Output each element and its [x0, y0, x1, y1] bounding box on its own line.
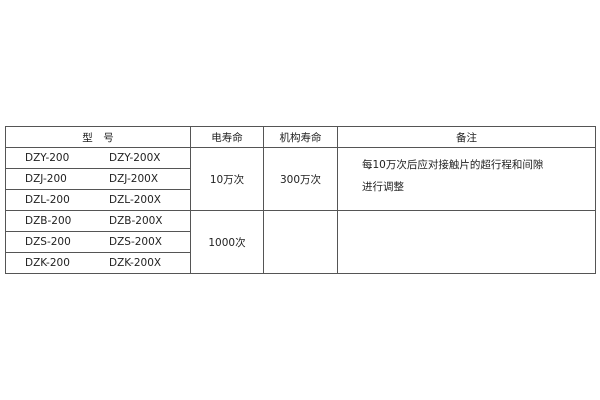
model-b: DZB-200X: [109, 215, 163, 227]
model-b: DZJ-200X: [109, 173, 159, 185]
header-row: 型 号 电寿命 机构寿命 备注: [5, 126, 596, 148]
model-b: DZS-200X: [109, 236, 162, 248]
model-b: DZL-200X: [109, 194, 161, 206]
specs-table: 型 号 电寿命 机构寿命 备注 DZY-200 DZY-200X 10万次 300…: [5, 126, 596, 274]
remark-line: 进行调整: [362, 181, 404, 193]
model-a: DZK-200: [25, 257, 70, 269]
header-remarks: 备注: [337, 126, 596, 148]
remark-line: 每10万次后应对接触片的超行程和间隙: [362, 159, 544, 171]
model-a: DZJ-200: [25, 173, 67, 185]
header-electrical-life: 电寿命: [190, 126, 264, 148]
model-a: DZS-200: [25, 236, 71, 248]
table-row: DZB-200 DZB-200X 1000次: [5, 210, 596, 274]
table-row: DZK-200 DZK-200X: [5, 252, 596, 274]
model-b: DZY-200X: [109, 152, 161, 164]
mechanical-life: 300万次: [263, 147, 338, 211]
table-row: DZL-200 DZL-200X: [5, 189, 596, 211]
electrical-life: 1000次: [190, 210, 264, 274]
remarks: 每10万次后应对接触片的超行程和间隙 进行调整: [337, 147, 596, 211]
header-mechanical-life: 机构寿命: [263, 126, 338, 148]
model-a: DZY-200: [25, 152, 70, 164]
electrical-life: 10万次: [190, 147, 264, 211]
mechanical-life: [263, 210, 338, 274]
model-b: DZK-200X: [109, 257, 162, 269]
model-a: DZL-200: [25, 194, 70, 206]
table-row: DZY-200 DZY-200X 10万次 300万次 每10万次后应对接触片的超…: [5, 147, 596, 211]
header-model: 型 号: [5, 126, 191, 148]
model-a: DZB-200: [25, 215, 72, 227]
remarks: [337, 210, 596, 274]
